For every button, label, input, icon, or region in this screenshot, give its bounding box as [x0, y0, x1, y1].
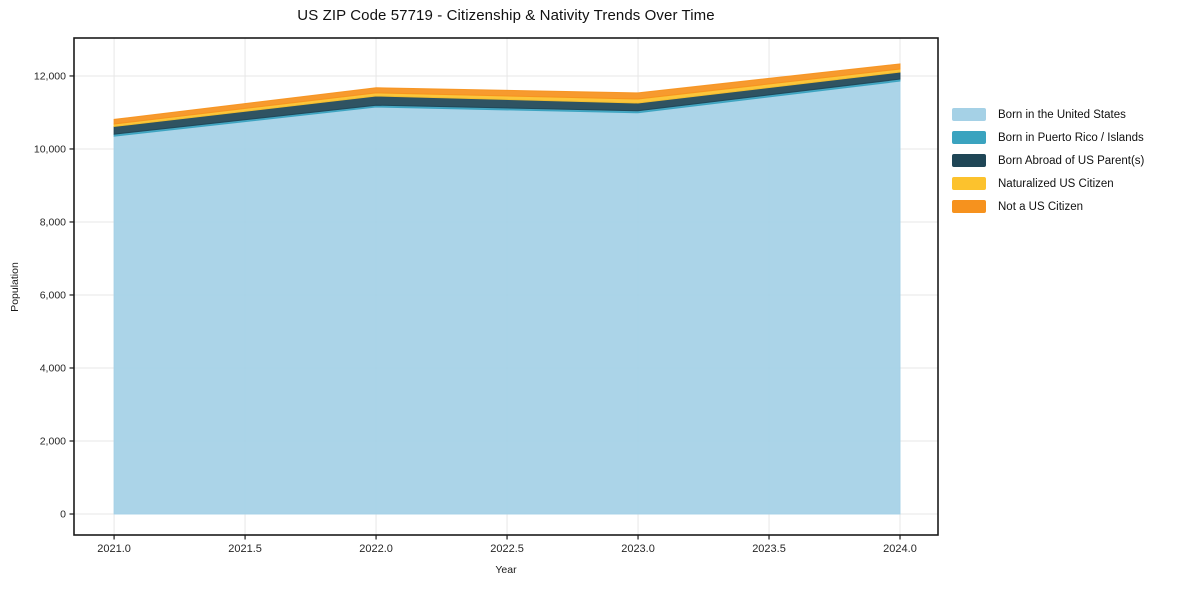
legend-swatch-icon — [952, 154, 986, 167]
legend-swatch-icon — [952, 177, 986, 190]
area-series-0 — [113, 80, 901, 515]
x-tick-label: 2021.5 — [228, 543, 262, 555]
legend-item-0: Born in the United States — [952, 103, 1144, 126]
y-tick-label: 6,000 — [40, 289, 66, 301]
legend-label: Born in the United States — [998, 108, 1126, 121]
chart-title: US ZIP Code 57719 - Citizenship & Nativi… — [297, 7, 715, 24]
y-tick-label: 0 — [60, 509, 66, 521]
x-tick-label: 2021.0 — [97, 543, 131, 555]
y-tick-label: 2,000 — [40, 436, 66, 448]
legend-item-1: Born in Puerto Rico / Islands — [952, 126, 1144, 149]
x-tick-label: 2023.0 — [621, 543, 655, 555]
x-tick-label: 2023.5 — [752, 543, 786, 555]
legend-label: Born in Puerto Rico / Islands — [998, 131, 1144, 144]
legend-label: Born Abroad of US Parent(s) — [998, 154, 1145, 167]
plot-border — [73, 37, 939, 536]
legend-label: Not a US Citizen — [998, 200, 1084, 213]
legend-swatch-icon — [952, 200, 986, 213]
legend-item-3: Naturalized US Citizen — [952, 172, 1144, 195]
legend-item-2: Born Abroad of US Parent(s) — [952, 149, 1144, 172]
y-tick-label: 10,000 — [34, 143, 66, 155]
area-series-4 — [113, 63, 901, 125]
x-axis-label: Year — [495, 564, 517, 576]
legend-item-4: Not a US Citizen — [952, 195, 1144, 218]
y-tick-label: 12,000 — [34, 70, 66, 82]
legend-label: Naturalized US Citizen — [998, 177, 1114, 190]
y-tick-label: 4,000 — [40, 362, 66, 374]
y-tick-label: 8,000 — [40, 216, 66, 228]
legend: Born in the United States Born in Puerto … — [952, 103, 1144, 218]
legend-swatch-icon — [952, 108, 986, 121]
x-tick-label: 2022.0 — [359, 543, 393, 555]
legend-swatch-icon — [952, 131, 986, 144]
y-axis-label: Population — [9, 262, 21, 312]
x-tick-label: 2024.0 — [883, 543, 917, 555]
x-tick-label: 2022.5 — [490, 543, 524, 555]
